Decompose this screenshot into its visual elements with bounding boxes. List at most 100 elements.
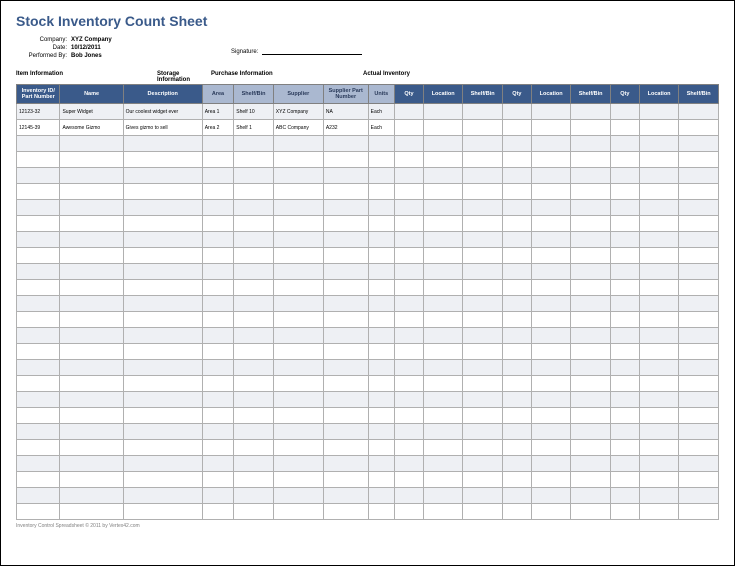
cell-s3	[679, 168, 719, 184]
cell-l1	[423, 440, 463, 456]
cell-s2	[571, 312, 611, 328]
cell-l3	[639, 248, 679, 264]
cell-units	[368, 472, 394, 488]
cell-desc	[123, 456, 202, 472]
cell-l2	[531, 296, 571, 312]
cell-supplier	[273, 296, 323, 312]
cell-id	[17, 408, 60, 424]
cell-l3	[639, 232, 679, 248]
cell-q2	[502, 104, 531, 120]
cell-s2	[571, 200, 611, 216]
cell-shelf	[234, 344, 274, 360]
cell-s3	[679, 504, 719, 520]
cell-s2	[571, 184, 611, 200]
cell-desc	[123, 200, 202, 216]
cell-desc	[123, 440, 202, 456]
cell-units	[368, 344, 394, 360]
table-row: 12145-39Awesome GizmoGives gizmo to sell…	[17, 120, 719, 136]
cell-shelf	[234, 152, 274, 168]
cell-name	[60, 248, 123, 264]
cell-area	[202, 344, 234, 360]
cell-q3	[610, 440, 639, 456]
col-supplier: Supplier	[273, 85, 323, 104]
cell-suppart	[323, 152, 368, 168]
cell-desc	[123, 376, 202, 392]
cell-supplier	[273, 488, 323, 504]
cell-l3	[639, 296, 679, 312]
cell-supplier	[273, 216, 323, 232]
col-shelf: Shelf/Bin	[234, 85, 274, 104]
section-headers: Item Information Storage Information Pur…	[16, 71, 719, 84]
cell-l2	[531, 152, 571, 168]
cell-q1	[394, 504, 423, 520]
cell-suppart	[323, 296, 368, 312]
cell-s2	[571, 264, 611, 280]
meta-signature: Signature:	[231, 49, 362, 55]
cell-l3	[639, 152, 679, 168]
cell-shelf	[234, 408, 274, 424]
cell-shelf	[234, 136, 274, 152]
table-row	[17, 424, 719, 440]
cell-l3	[639, 184, 679, 200]
cell-l1	[423, 360, 463, 376]
cell-id	[17, 424, 60, 440]
cell-q2	[502, 200, 531, 216]
cell-id	[17, 392, 60, 408]
cell-l1	[423, 344, 463, 360]
cell-l2	[531, 360, 571, 376]
cell-l3	[639, 344, 679, 360]
cell-desc	[123, 168, 202, 184]
cell-shelf	[234, 264, 274, 280]
cell-area	[202, 280, 234, 296]
cell-l3	[639, 104, 679, 120]
meta-company: Company: XYZ Company	[16, 37, 719, 43]
cell-name	[60, 232, 123, 248]
cell-suppart	[323, 280, 368, 296]
cell-s1	[463, 440, 503, 456]
cell-supplier	[273, 328, 323, 344]
col-q2: Qty	[502, 85, 531, 104]
cell-l2	[531, 376, 571, 392]
cell-l2	[531, 488, 571, 504]
section-storage: Storage Information	[157, 71, 211, 84]
cell-area	[202, 184, 234, 200]
cell-l2	[531, 168, 571, 184]
cell-q3	[610, 296, 639, 312]
table-row: 12123-32Super WidgetOur coolest widget e…	[17, 104, 719, 120]
cell-q2	[502, 376, 531, 392]
cell-name	[60, 136, 123, 152]
cell-id	[17, 200, 60, 216]
cell-id	[17, 328, 60, 344]
table-row	[17, 232, 719, 248]
cell-s3	[679, 488, 719, 504]
cell-q3	[610, 504, 639, 520]
cell-s3	[679, 376, 719, 392]
cell-desc	[123, 232, 202, 248]
cell-desc	[123, 296, 202, 312]
cell-desc	[123, 184, 202, 200]
cell-area	[202, 360, 234, 376]
cell-supplier	[273, 280, 323, 296]
cell-units	[368, 248, 394, 264]
cell-units	[368, 312, 394, 328]
cell-q2	[502, 184, 531, 200]
cell-l3	[639, 312, 679, 328]
cell-s1	[463, 408, 503, 424]
cell-l1	[423, 424, 463, 440]
cell-name	[60, 152, 123, 168]
cell-l3	[639, 216, 679, 232]
cell-s2	[571, 296, 611, 312]
col-area: Area	[202, 85, 234, 104]
performed-label: Performed By:	[16, 53, 71, 59]
cell-s2	[571, 440, 611, 456]
cell-l3	[639, 504, 679, 520]
table-row	[17, 408, 719, 424]
cell-l2	[531, 392, 571, 408]
company-label: Company:	[16, 37, 71, 43]
cell-s3	[679, 248, 719, 264]
cell-q2	[502, 344, 531, 360]
cell-q1	[394, 488, 423, 504]
cell-s3	[679, 200, 719, 216]
cell-s2	[571, 376, 611, 392]
cell-q3	[610, 344, 639, 360]
